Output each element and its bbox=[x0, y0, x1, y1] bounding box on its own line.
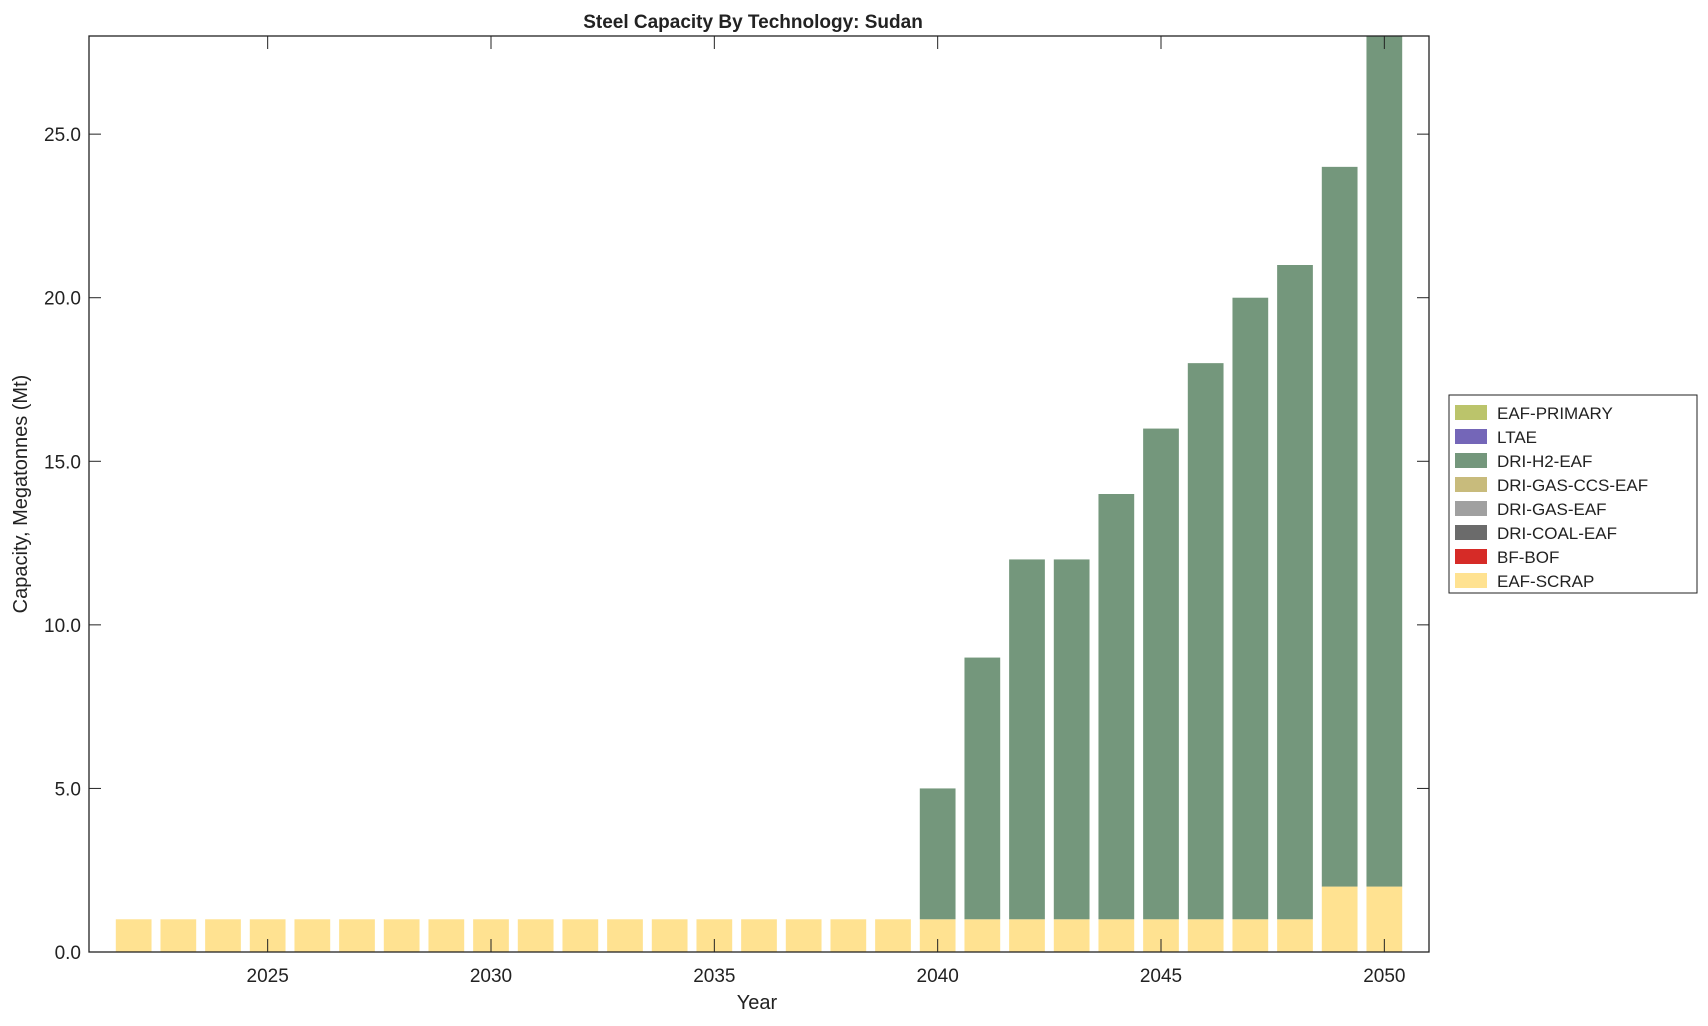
bar-dri-h2-eaf-2045 bbox=[1143, 428, 1179, 920]
bar-eaf-scrap-2026 bbox=[294, 919, 331, 952]
y-tick-label: 25.0 bbox=[44, 125, 81, 146]
y-tick-label: 0.0 bbox=[55, 943, 81, 964]
legend-swatch-dri-h2-eaf bbox=[1455, 453, 1487, 468]
bar-dri-h2-eaf-2048 bbox=[1277, 265, 1313, 920]
legend-swatch-eaf-primary bbox=[1455, 405, 1487, 420]
x-tick-label: 2050 bbox=[1363, 966, 1405, 987]
legend-label: EAF-PRIMARY bbox=[1497, 404, 1613, 423]
y-tick-label: 20.0 bbox=[44, 289, 81, 310]
x-tick-label: 2040 bbox=[917, 966, 959, 987]
x-tick-label: 2035 bbox=[693, 966, 735, 987]
bar-dri-h2-eaf-2041 bbox=[964, 657, 1001, 920]
legend-swatch-bf-bof bbox=[1455, 549, 1487, 564]
bar-eaf-scrap-2036 bbox=[741, 919, 777, 952]
bar-eaf-scrap-2043 bbox=[1053, 919, 1090, 952]
legend-label: BF-BOF bbox=[1497, 548, 1559, 567]
bar-eaf-scrap-2034 bbox=[651, 919, 688, 952]
legend-label: LTAE bbox=[1497, 428, 1537, 447]
legend-box bbox=[1448, 394, 1698, 594]
legend-label: EAF-SCRAP bbox=[1497, 572, 1594, 591]
bar-eaf-scrap-2042 bbox=[1009, 919, 1045, 952]
legend-swatch-dri-gas-ccs-eaf bbox=[1455, 477, 1487, 492]
bar-eaf-scrap-2049 bbox=[1321, 886, 1358, 952]
bar-eaf-scrap-2039 bbox=[875, 919, 911, 952]
bar-dri-h2-eaf-2040 bbox=[919, 788, 956, 920]
bar-dri-h2-eaf-2047 bbox=[1232, 297, 1269, 920]
x-tick-label: 2045 bbox=[1140, 966, 1182, 987]
bar-eaf-scrap-2027 bbox=[339, 919, 375, 952]
bar-eaf-scrap-2029 bbox=[428, 919, 465, 952]
bar-eaf-scrap-2031 bbox=[517, 919, 554, 952]
plot-frame bbox=[88, 35, 1430, 953]
bar-eaf-scrap-2047 bbox=[1232, 919, 1269, 952]
legend-label: DRI-COAL-EAF bbox=[1497, 524, 1617, 543]
x-tick-label: 2025 bbox=[247, 966, 289, 987]
bar-dri-h2-eaf-2049 bbox=[1321, 166, 1358, 887]
bar-dri-h2-eaf-2050 bbox=[1366, 36, 1403, 887]
x-axis-label: Year bbox=[737, 992, 778, 1014]
bar-eaf-scrap-2038 bbox=[830, 919, 867, 952]
bar-dri-h2-eaf-2042 bbox=[1009, 559, 1045, 920]
bar-eaf-scrap-2032 bbox=[562, 919, 599, 952]
legend-swatch-eaf-scrap bbox=[1455, 573, 1487, 588]
y-tick-label: 5.0 bbox=[55, 779, 81, 800]
bar-eaf-scrap-2037 bbox=[785, 919, 822, 952]
bar-eaf-scrap-2023 bbox=[160, 919, 197, 952]
x-tick-label: 2030 bbox=[470, 966, 512, 987]
bar-eaf-scrap-2028 bbox=[383, 919, 420, 952]
bar-dri-h2-eaf-2043 bbox=[1053, 559, 1090, 920]
legend-swatch-dri-coal-eaf bbox=[1455, 525, 1487, 540]
chart-title: Steel Capacity By Technology: Sudan bbox=[583, 12, 923, 33]
y-tick-label: 10.0 bbox=[44, 616, 81, 637]
bar-eaf-scrap-2041 bbox=[964, 919, 1001, 952]
bar-eaf-scrap-2022 bbox=[115, 919, 152, 952]
bar-eaf-scrap-2033 bbox=[607, 919, 643, 952]
legend-label: DRI-GAS-EAF bbox=[1497, 500, 1607, 519]
y-axis-label: Capacity, Megatonnes (Mt) bbox=[10, 375, 32, 614]
legend-swatch-ltae bbox=[1455, 429, 1487, 444]
bar-eaf-scrap-2046 bbox=[1187, 919, 1224, 952]
bar-dri-h2-eaf-2044 bbox=[1098, 494, 1135, 920]
bar-eaf-scrap-2048 bbox=[1277, 919, 1313, 952]
bar-eaf-scrap-2024 bbox=[205, 919, 241, 952]
legend-swatch-dri-gas-eaf bbox=[1455, 501, 1487, 516]
bar-dri-h2-eaf-2046 bbox=[1187, 363, 1224, 920]
legend-label: DRI-GAS-CCS-EAF bbox=[1497, 476, 1648, 495]
y-tick-label: 15.0 bbox=[44, 452, 81, 473]
bar-eaf-scrap-2044 bbox=[1098, 919, 1135, 952]
legend-label: DRI-H2-EAF bbox=[1497, 452, 1592, 471]
